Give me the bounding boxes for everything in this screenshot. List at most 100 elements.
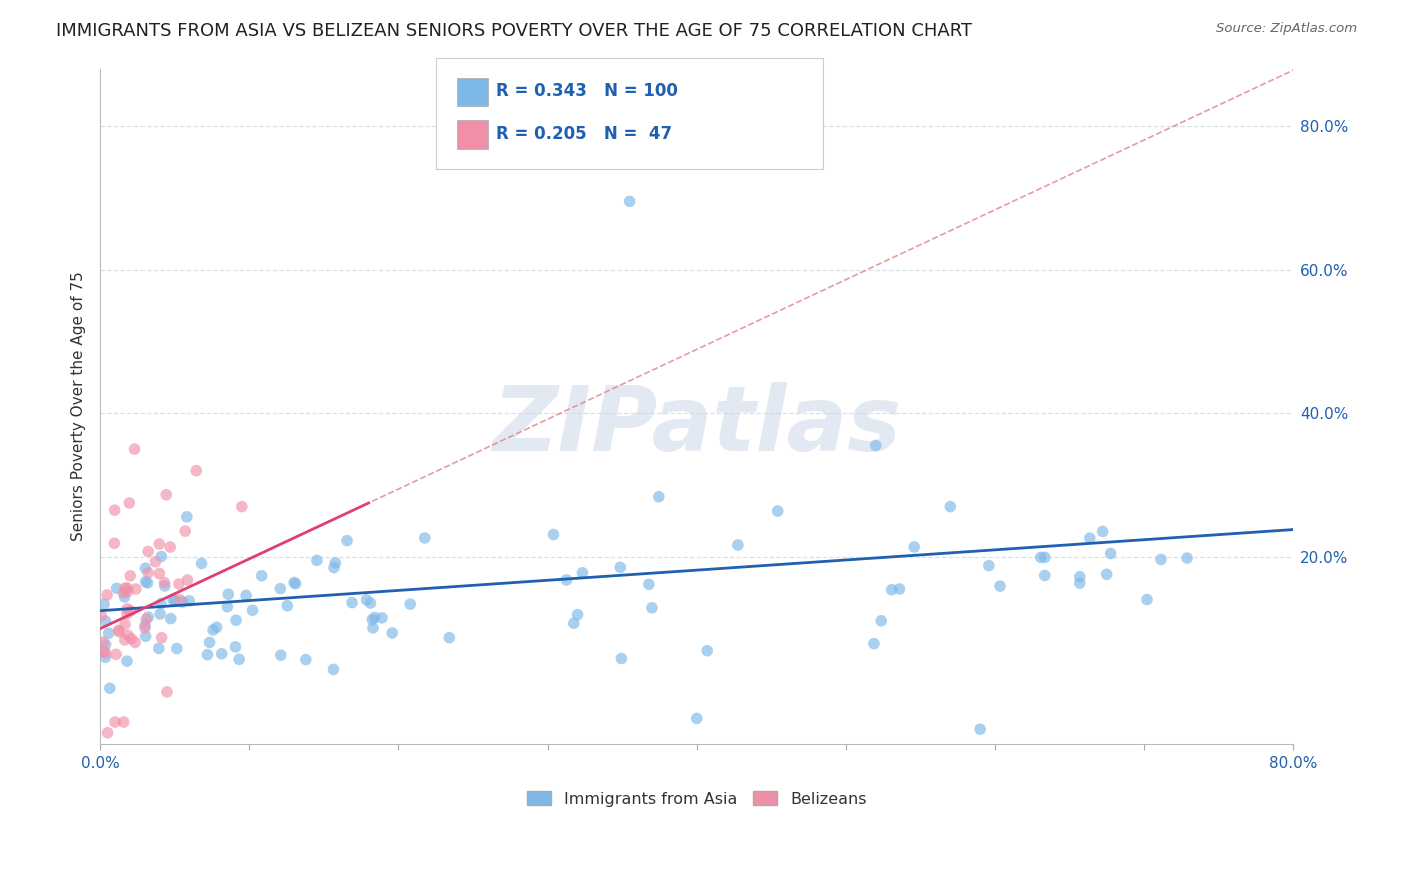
Point [179,594,201,608]
Point [340,596,363,610]
Point [1091,524,1114,539]
Point [217,587,239,601]
Point [235,589,257,603]
Point [112,714,135,729]
Point [224,640,246,654]
Point [148,566,170,581]
Point [880,582,903,597]
Point [169,592,191,607]
Point [903,540,925,554]
Point [205,620,228,634]
Text: Source: ZipAtlas.com: Source: ZipAtlas.com [1216,22,1357,36]
Point [283,575,305,590]
Point [190,557,212,571]
Point [90,608,112,623]
Point [211,647,233,661]
Point [96,588,118,602]
Point [336,533,359,548]
Legend: Immigrants from Asia, Belizeans: Immigrants from Asia, Belizeans [520,785,873,814]
Text: ZIPatlas: ZIPatlas [492,383,901,470]
Point [159,612,181,626]
Point [696,644,718,658]
Point [94,614,117,628]
Point [1136,592,1159,607]
Point [174,524,197,538]
Point [115,607,138,621]
Point [156,685,179,699]
Point [225,613,247,627]
Point [94,646,117,660]
Point [97,726,120,740]
Point [269,582,291,596]
Point [134,621,156,635]
Point [356,593,378,607]
Point [166,641,188,656]
Point [543,527,565,541]
Point [1095,567,1118,582]
Point [638,577,661,591]
Point [766,504,789,518]
Point [125,582,148,596]
Point [150,631,173,645]
Point [686,711,709,725]
Point [325,556,347,570]
Point [150,549,173,564]
Point [98,681,121,696]
Point [1069,576,1091,591]
Point [117,581,139,595]
Point [97,626,120,640]
Point [112,586,135,600]
Point [93,644,115,658]
Point [322,662,344,676]
Point [114,632,136,647]
Point [150,597,173,611]
Text: R = 0.205   N =  47: R = 0.205 N = 47 [496,125,672,143]
Point [1099,547,1122,561]
Point [148,537,170,551]
Point [276,599,298,613]
Point [202,623,225,637]
Point [361,613,384,627]
Point [1078,531,1101,545]
Point [399,597,422,611]
Point [231,500,253,514]
Point [93,597,115,611]
Point [641,600,664,615]
Point [371,611,394,625]
Point [863,637,886,651]
Point [198,635,221,649]
Point [105,582,128,596]
Point [439,631,461,645]
Point [107,624,129,638]
Point [118,496,141,510]
Point [103,536,125,550]
Point [148,641,170,656]
Point [176,509,198,524]
Point [413,531,436,545]
Point [104,503,127,517]
Point [115,654,138,668]
Point [114,581,136,595]
Text: IMMIGRANTS FROM ASIA VS BELIZEAN SENIORS POVERTY OVER THE AGE OF 75 CORRELATION : IMMIGRANTS FROM ASIA VS BELIZEAN SENIORS… [56,22,973,40]
Point [136,544,159,558]
Point [117,628,139,642]
Point [94,650,117,665]
Point [136,610,159,624]
Point [1175,551,1198,566]
Point [305,553,328,567]
Point [135,612,157,626]
Point [567,607,589,622]
Point [1150,552,1173,566]
Point [555,573,578,587]
Point [870,614,893,628]
Point [988,579,1011,593]
Point [1033,550,1056,565]
Point [153,575,176,590]
Point [361,621,384,635]
Point [889,582,911,596]
Point [727,538,749,552]
Point [149,607,172,621]
Point [609,560,631,574]
Point [135,629,157,643]
Point [145,555,167,569]
